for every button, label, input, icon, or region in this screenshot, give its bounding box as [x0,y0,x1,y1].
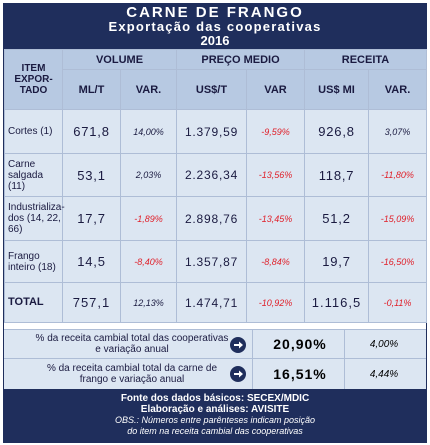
preco-value: 2.236,34 [176,153,247,197]
report-year: 2016 [200,33,230,48]
total-row: TOTAL 757,1 12,13% 1.474,71 -10,92% 1.11… [4,282,428,323]
table-row: Cortes (1) 671,8 14,00% 1.379,59 -9,59% … [4,109,428,154]
preco-value: 1.379,59 [176,109,247,154]
volume-unit-header: ML/T [62,69,121,110]
report-title: CARNE DE FRANGO [126,4,304,21]
note-divider [344,330,345,358]
table-row: Frango inteiro (18) 14,5 -8,40% 1.357,87… [4,240,428,283]
volume-var: -8,40% [120,240,177,283]
row-label: Industrializa- dos (14, 22, 66) [4,196,65,241]
export-table: ITEM EXPOR- TADO VOLUME PREÇO MEDIO RECE… [4,49,428,323]
volume-var-header: VAR. [120,69,177,110]
row-label: Carne salgada (11) [4,153,63,197]
volume-group-header: VOLUME [62,49,177,70]
receita-value: 51,2 [304,196,370,241]
volume-value: 53,1 [62,153,121,197]
total-receita-var: -0,11% [368,282,428,323]
preco-var: -13,45% [245,196,306,241]
receita-var: -16,50% [368,240,428,283]
total-preco-var: -10,92% [245,282,306,323]
arrow-right-icon [230,337,246,353]
receita-var: -11,80% [368,153,428,197]
volume-value: 671,8 [62,109,121,154]
note-value: 20,90% [273,336,327,352]
subheader-row: ML/T VAR. US$/T VAR US$ MI VAR. [5,69,428,110]
total-label: TOTAL [4,282,63,323]
table-row: Industrializa- dos (14, 22, 66) 17,7 -1,… [4,196,428,241]
table-row: Carne salgada (11) 53,1 2,03% 2.236,34 -… [4,153,428,197]
preco-unit-header: US$/T [176,69,247,110]
receita-var-header: VAR. [368,69,428,110]
receita-value: 118,7 [304,153,370,197]
note-divider [252,359,253,389]
preco-var-header: VAR [245,69,306,110]
receita-var: -15,09% [368,196,428,241]
note-var: 4,00% [369,339,399,350]
total-volume-var: 12,13% [120,282,177,323]
group-header-row: ITEM EXPOR- TADO VOLUME PREÇO MEDIO RECE… [4,49,428,110]
note-var: 4,44% [369,369,399,380]
footer-obs-line1: OBS.: Números entre parênteses indicam p… [114,415,316,425]
preco-value: 1.357,87 [176,240,247,283]
note-text: % da receita cambial total da carne de f… [46,363,218,385]
preco-var: -13,56% [245,153,306,197]
volume-value: 17,7 [62,196,121,241]
arrow-right-icon [230,366,246,382]
note-cooperativas: % da receita cambial total das cooperati… [4,329,426,358]
footer-author: Elaboração e análises: AVISITE [140,404,290,415]
receita-group-header: RECEITA [304,49,428,70]
note-carne-frango: % da receita cambial total da carne de f… [4,358,426,389]
note-divider [252,330,253,358]
footer-source: Fonte dos dados básicos: SECEX/MDIC [120,393,310,404]
receita-var: 3,07% [368,109,428,154]
preco-group-header: PREÇO MEDIO [175,49,306,70]
report-header: CARNE DE FRANGO Exportação das cooperati… [4,4,426,49]
receita-unit-header: US$ MI [304,69,370,110]
preco-var: -9,59% [245,109,306,154]
preco-var: -8,84% [245,240,306,283]
row-label: Cortes (1) [4,109,63,154]
total-receita: 1.116,5 [304,282,370,323]
report-subtitle: Exportação das cooperativas [108,19,322,34]
volume-var: 14,00% [120,109,177,154]
preco-value: 2.898,76 [176,196,247,241]
volume-var: -1,89% [120,196,177,241]
report-footer: Fonte dos dados básicos: SECEX/MDIC Elab… [4,389,426,442]
row-label: Frango inteiro (18) [4,240,63,283]
note-text: % da receita cambial total das cooperati… [35,333,229,355]
note-divider [344,359,345,389]
item-column-header: ITEM EXPOR- TADO [4,49,63,110]
volume-var: 2,03% [120,153,177,197]
total-volume: 757,1 [62,282,121,323]
footer-obs-line2: do item na receita cambial das cooperati… [127,426,303,436]
total-preco: 1.474,71 [176,282,247,323]
report-frame: CARNE DE FRANGO Exportação das cooperati… [3,3,428,443]
volume-value: 14,5 [62,240,121,283]
receita-value: 926,8 [304,109,370,154]
note-value: 16,51% [273,366,327,382]
receita-value: 19,7 [304,240,370,283]
